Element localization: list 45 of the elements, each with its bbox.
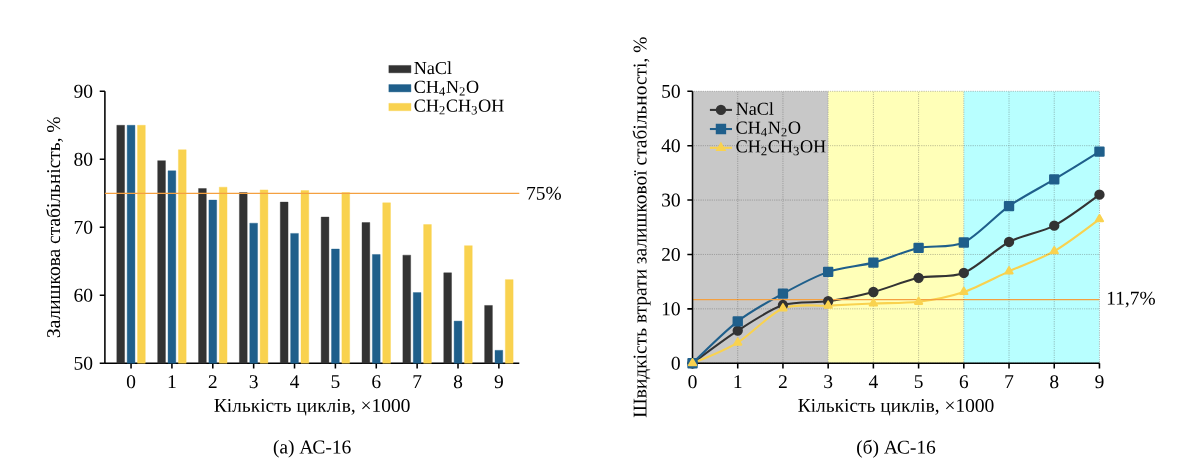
y-tick-label: 70 <box>74 220 93 234</box>
x-tick-label: 6 <box>959 374 969 389</box>
y-tick-label: 20 <box>662 247 680 261</box>
y-tick-label: 30 <box>662 193 680 207</box>
legend-label: CH$_{2}$CH$_{3}$OH <box>736 140 826 156</box>
x-tick-label: 8 <box>1050 374 1059 389</box>
x-tick-label: 3 <box>824 374 833 389</box>
y-tick-label: 50 <box>74 356 93 370</box>
x-tick-label: 5 <box>914 374 923 388</box>
x-tick-label: 9 <box>1095 374 1104 389</box>
y-tick-label: 50 <box>662 84 680 98</box>
x-tick-label: 5 <box>331 374 340 388</box>
x-tick-label: 1 <box>734 374 742 388</box>
x-tick-label: 8 <box>453 374 463 389</box>
ref-line-label: 75% <box>527 186 561 200</box>
x-tick-label: 0 <box>126 374 136 389</box>
legend-label: NaCl <box>736 101 774 115</box>
x-axis-title: Кількість циклів, ×1000 <box>214 398 410 416</box>
y-tick-label: 90 <box>74 84 93 98</box>
y-tick-label: 60 <box>74 288 93 302</box>
y-tick-label: 40 <box>661 138 680 153</box>
x-tick-label: 3 <box>249 374 258 389</box>
legend-label: CH$_{4}$N$_{2}$O <box>414 80 479 96</box>
legend-label: CH$_{2}$CH$_{3}$OH <box>414 99 504 115</box>
x-tick-label: 9 <box>494 374 503 389</box>
x-tick-label: 1 <box>168 374 176 388</box>
text: (а) АС-16 <box>273 439 351 458</box>
x-tick-label: 7 <box>1005 374 1014 388</box>
x-tick-label: 4 <box>290 374 300 388</box>
y-tick-label: 0 <box>671 356 680 370</box>
x-tick-label: 7 <box>413 374 422 388</box>
x-tick-label: 4 <box>868 374 878 388</box>
y-tick-label: 10 <box>662 302 680 316</box>
legend-label: NaCl <box>414 61 452 74</box>
ref-line-label: 11,7% <box>1107 291 1155 308</box>
x-tick-label: 2 <box>208 374 217 388</box>
x-tick-label: 6 <box>372 374 381 389</box>
y-axis-title: Залишкова стабільність, % <box>46 116 63 337</box>
y-tick-label: 80 <box>74 152 93 166</box>
text: (б) АС-16 <box>857 439 936 458</box>
legend-label: CH$_{4}$N$_{2}$O <box>736 121 801 137</box>
x-tick-label: 0 <box>688 374 697 389</box>
x-axis-title: Кількість циклів, ×1000 <box>798 398 994 416</box>
x-tick-label: 2 <box>778 374 787 388</box>
y-axis-title: Швидкість втрати залишкової стабільності, % <box>632 37 651 418</box>
